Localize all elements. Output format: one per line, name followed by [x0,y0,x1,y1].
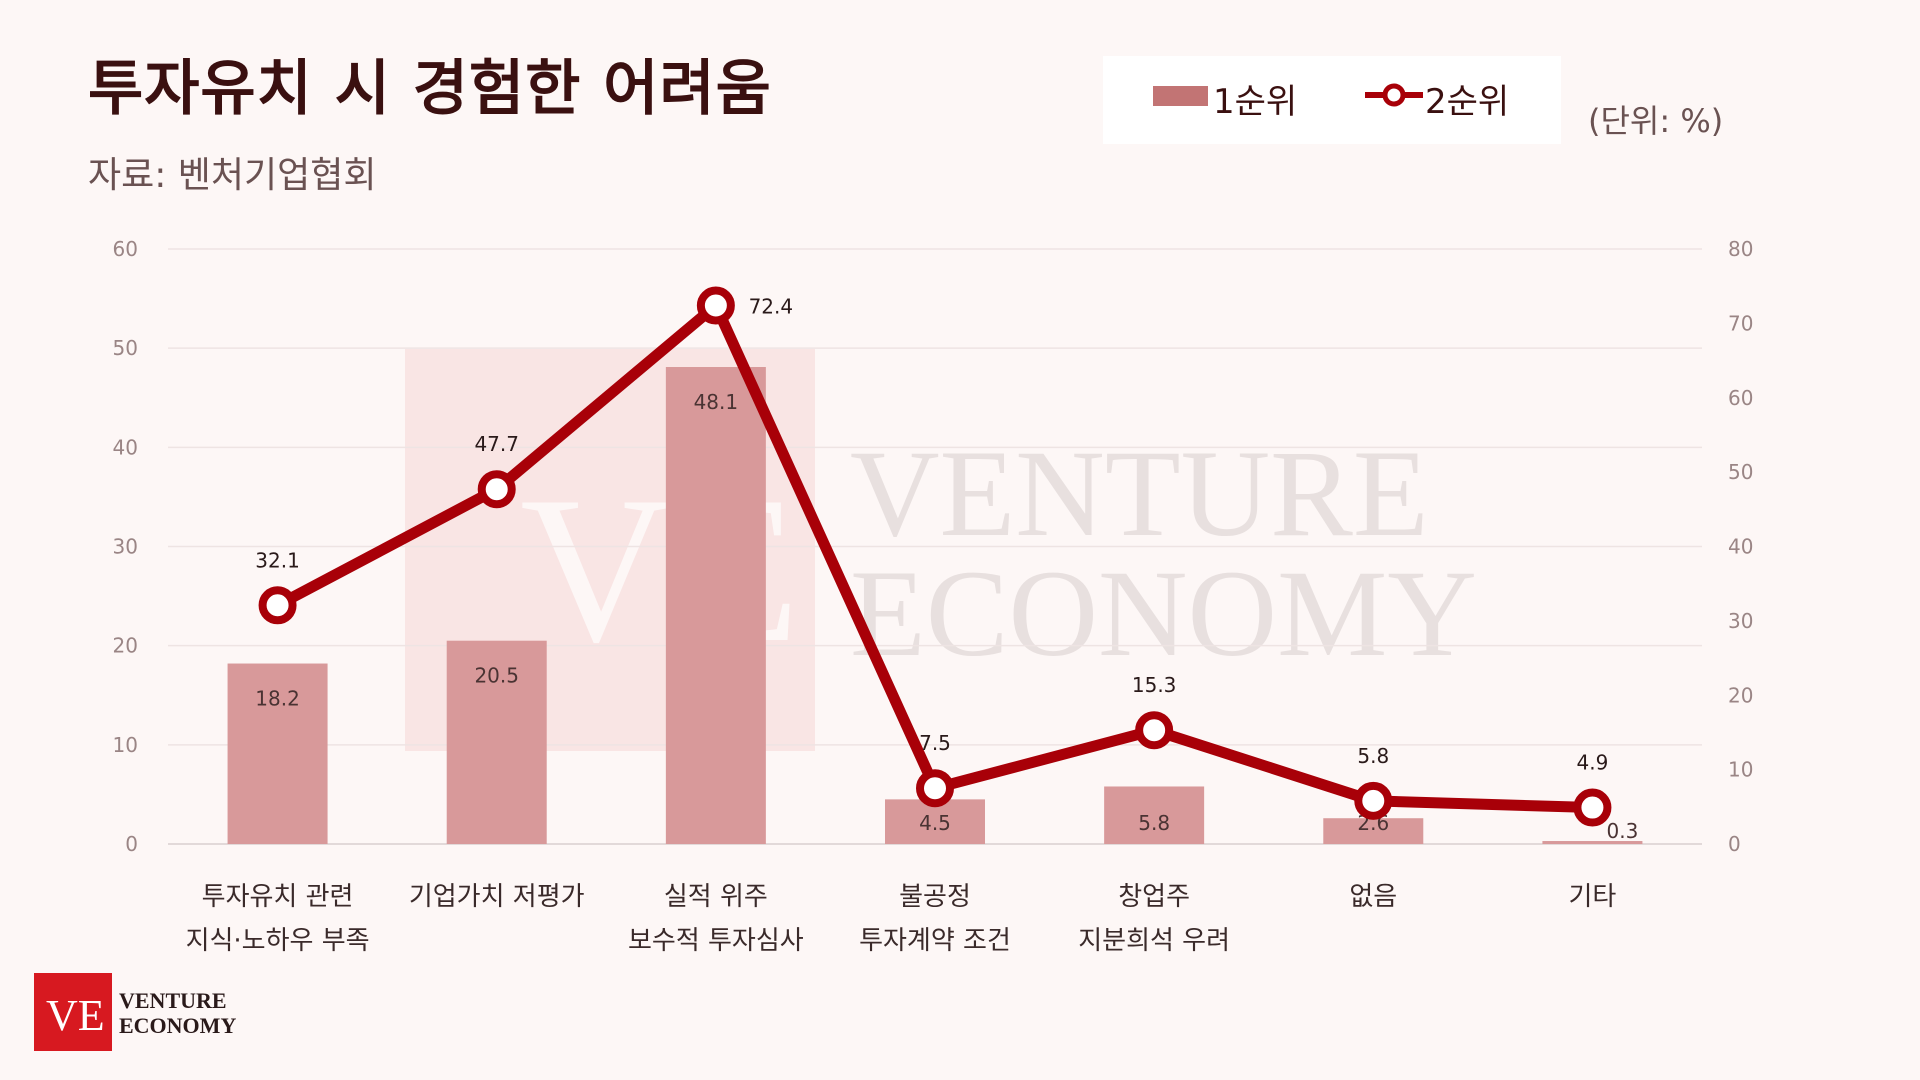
watermark-line1: VENTURE [850,425,1429,562]
line-marker [1135,711,1174,750]
left-axis-tick: 50 [113,336,138,360]
unit-label: (단위: %) [1588,102,1724,140]
right-axis-tick: 30 [1728,609,1753,633]
right-axis-tick: 80 [1728,237,1753,261]
bar-data-labels: 18.220.548.14.5 5.8 2.6 0.3 [255,390,1638,843]
bar-data-label: 20.5 [474,664,519,688]
left-axis: 0 10 20 30 40 50 60 [113,237,138,856]
bar [1104,786,1205,844]
line-marker [1354,781,1393,820]
legend-label-series1: 1순위 [1213,82,1297,122]
line-marker [258,586,297,625]
line-data-labels: 32.1 47.7 72.4 7.5 15.3 5.8 4.9 [255,295,1608,775]
category-label: 불공정 [899,882,971,912]
source-note: 자료: 벤처기업협회 [88,155,377,196]
right-axis-tick: 0 [1728,832,1741,856]
category-label: 기업가치 저평가 [409,882,585,912]
right-axis-tick: 50 [1728,460,1753,484]
bar [665,367,766,844]
bar-data-label: 18.2 [255,687,300,711]
line-data-label: 47.7 [474,432,519,456]
line-marker [1573,788,1612,827]
category-label: 지식·노하우 부족 [186,926,370,956]
bar-data-label: 4.5 [919,811,951,835]
line-marker [696,286,735,325]
logo-line2: ECONOMY [119,1013,236,1038]
bar [227,663,328,844]
category-label: 창업주 [1118,882,1190,912]
page-title: 투자유치 시 경험한 어려움 [88,54,772,124]
right-axis: 0 10 20 30 40 50 60 70 80 [1728,237,1753,856]
bar [1542,841,1643,844]
legend-items: 1순위 2순위 [1153,82,1509,122]
logo-initials: VE [46,991,105,1040]
line-data-label: 5.8 [1357,744,1389,768]
category-label: 보수적 투자심사 [628,926,804,956]
legend-swatch-marker [1382,83,1406,107]
bar-data-label: 48.1 [694,390,739,414]
line-series [258,286,1612,827]
left-axis-tick: 20 [113,634,138,658]
right-axis-tick: 20 [1728,683,1753,707]
bar [1323,818,1424,844]
legend-label-series2: 2순위 [1425,82,1509,122]
category-label: 투자계약 조건 [859,926,1011,956]
left-axis-tick: 30 [113,535,138,559]
gridlines [168,248,1702,845]
line-data-label: 32.1 [255,548,300,572]
right-axis-tick: 60 [1728,386,1753,410]
right-axis-tick: 10 [1728,758,1753,782]
line-data-label: 72.4 [749,295,794,319]
line-marker [477,470,516,509]
legend-swatch-bar [1153,86,1208,106]
category-label: 기타 [1569,882,1617,912]
category-label: 실적 위주 [664,882,768,912]
category-label: 지분희석 우려 [1078,926,1230,956]
brand-logo: VE VENTURE ECONOMY [34,973,236,1051]
bar [446,640,547,844]
left-axis-tick: 10 [113,733,138,757]
line-data-label: 4.9 [1577,751,1609,775]
watermark: VE VENTURE ECONOMY [405,349,1477,751]
left-axis-tick: 40 [113,435,138,459]
bar-data-label: 0.3 [1607,819,1639,843]
logo-mark [34,973,112,1051]
category-label: 없음 [1349,882,1397,912]
line-data-label: 15.3 [1132,673,1177,697]
left-axis-tick: 0 [125,832,138,856]
watermark-line2: ECONOMY [850,545,1477,682]
line-data-label: 7.5 [919,731,951,755]
right-axis-tick: 40 [1728,535,1753,559]
category-label: 투자유치 관련 [202,882,354,912]
left-axis-tick: 60 [113,237,138,261]
line-marker [916,769,954,808]
bar-series [227,367,1643,844]
bar-data-label: 5.8 [1138,811,1170,835]
right-axis-tick: 70 [1728,311,1753,335]
logo-line1: VENTURE [119,988,227,1013]
